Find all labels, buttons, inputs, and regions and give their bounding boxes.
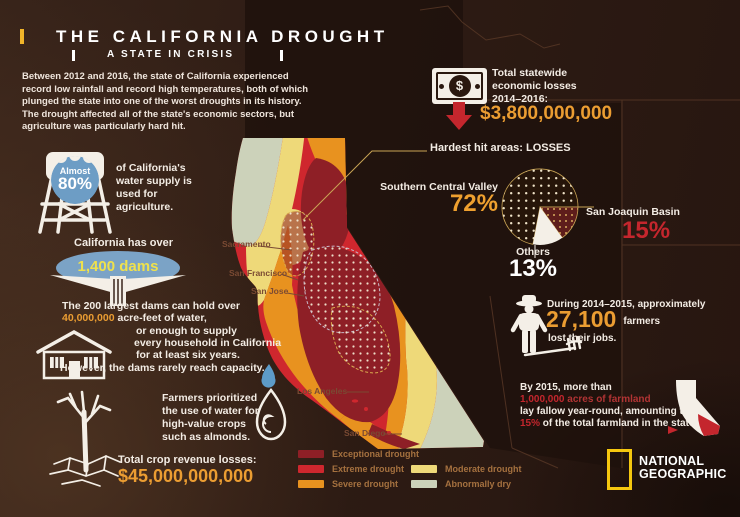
others-value: 13% — [508, 255, 558, 282]
dams-line3: or enough to supply — [136, 325, 237, 337]
dams-line2-rest: acre-feet of water, — [114, 312, 207, 324]
scv-label: Southern Central Valley — [380, 181, 498, 193]
hardest-hit-title: Hardest hit areas: LOSSES — [430, 142, 571, 154]
brand-line1: NATIONAL — [639, 454, 705, 468]
house-icon — [36, 329, 112, 380]
sjb-label: San Joaquin Basin — [586, 206, 680, 218]
islands — [351, 399, 391, 435]
california-state-icon — [668, 380, 720, 436]
dams-heading: California has over — [74, 237, 174, 249]
legend-swatch-exceptional — [298, 450, 324, 458]
legend-label-moderate: Moderate drought — [445, 464, 522, 474]
dams-line5: for at least six years. — [136, 349, 240, 361]
city-label-sacramento: Sacramento — [222, 239, 271, 249]
state-border-lines — [419, 5, 740, 469]
dollar-sign-icon: $ — [448, 75, 471, 97]
dams-line6: However, the dams rarely reach capacity. — [60, 362, 265, 374]
dams-count: 1,400 dams — [77, 258, 159, 275]
jobs-line2: lost their jobs. — [548, 333, 617, 344]
city-pointer-lines — [258, 245, 402, 435]
brand-wordmark: NATIONAL GEOGRAPHIC — [639, 455, 726, 481]
fallow-line4-rest: of the total farmland in the state. — [540, 418, 698, 429]
others-label: Others — [516, 246, 550, 258]
dams-line1: The 200 largest dams can hold over — [62, 300, 240, 312]
dams-line4: every household in California — [134, 337, 282, 349]
legend-swatch-extreme — [298, 465, 324, 473]
fallow-line2: 1,000,000 acres of farmland — [520, 394, 651, 407]
economic-label: Total statewide economic losses 2014–201… — [492, 67, 577, 105]
fallow-line3: lay fallow year-round, amounting to — [520, 406, 689, 417]
farmer-icon — [510, 295, 583, 357]
city-label-san-jose: San Jose — [251, 286, 289, 296]
natgeo-logo-icon — [607, 449, 632, 490]
almond-water-icon — [255, 364, 287, 441]
scv-value: 72% — [449, 190, 498, 217]
water-supply-caption: of California's water supply is used for… — [116, 162, 192, 213]
hardest-hit-connector-line — [302, 150, 427, 221]
dam-icon — [50, 251, 186, 306]
fallow-value1: 1,000,000 — [520, 394, 565, 405]
crop-loss-label: Total crop revenue losses: — [118, 454, 257, 466]
title-tick-icon — [20, 29, 24, 44]
city-label-san-diego: San Diego — [344, 428, 386, 438]
subtitle-tick-left-icon — [72, 50, 75, 61]
fallow-value2: 15% — [520, 418, 541, 429]
legend-label-abnormally-dry: Abnormally dry — [445, 479, 512, 489]
water-supply-qualifier: Almost — [59, 166, 91, 176]
jobs-value-row: 27,100 farmers — [546, 307, 660, 331]
page-title: THE CALIFORNIA DROUGHT — [56, 27, 389, 46]
city-label-los-angeles: Los Angeles — [297, 386, 348, 396]
crops-note: Farmers prioritized the use of water for… — [162, 392, 259, 443]
money-bill-dot-right — [475, 83, 480, 89]
subtitle-tick-right-icon — [280, 50, 283, 61]
water-supply-percent: 80% — [57, 174, 93, 193]
hardest-hit-overlay-regions — [280, 210, 391, 374]
pie-slice-others — [532, 207, 563, 245]
dams-line2: 40,000,000 acre-feet of water, — [62, 312, 207, 325]
money-bill-icon: $ — [432, 68, 487, 104]
sjb-value: 15% — [622, 217, 671, 244]
jobs-value: 27,100 — [546, 306, 617, 332]
city-label-san-francisco: San Francisco — [229, 268, 288, 278]
down-arrow-icon — [446, 102, 472, 130]
water-tower-icon — [38, 152, 112, 234]
jobs-unit: farmers — [623, 315, 661, 327]
page-subtitle: A STATE IN CRISIS — [107, 49, 235, 60]
dead-tree-icon — [49, 390, 121, 487]
fallow-line1: By 2015, more than — [520, 382, 612, 393]
intro-paragraph: Between 2012 and 2016, the state of Cali… — [22, 71, 309, 133]
legend-swatch-abnormally-dry — [411, 480, 437, 488]
fallow-line4: 15% of the total farmland in the state. — [520, 418, 697, 431]
legend-label-severe: Severe drought — [332, 479, 399, 489]
dams-capacity: 40,000,000 — [62, 312, 115, 324]
money-bill-border — [436, 72, 483, 100]
water-drop-icon — [261, 364, 276, 388]
legend-label-exceptional: Exceptional drought — [332, 449, 420, 459]
fallow-label1: acres of farmland — [564, 394, 651, 405]
economic-value: $3,800,000,000 — [480, 103, 613, 124]
legend-label-extreme: Extreme drought — [332, 464, 405, 474]
jobs-line1: During 2014–2015, approximately — [547, 299, 706, 310]
legend-swatch-moderate — [411, 465, 437, 473]
money-bill-dot-left — [439, 83, 444, 89]
crop-loss-value: $45,000,000,000 — [118, 466, 254, 486]
pie-chart — [501, 168, 594, 258]
brand-line2: GEOGRAPHIC — [639, 467, 727, 481]
legend-swatch-severe — [298, 480, 324, 488]
